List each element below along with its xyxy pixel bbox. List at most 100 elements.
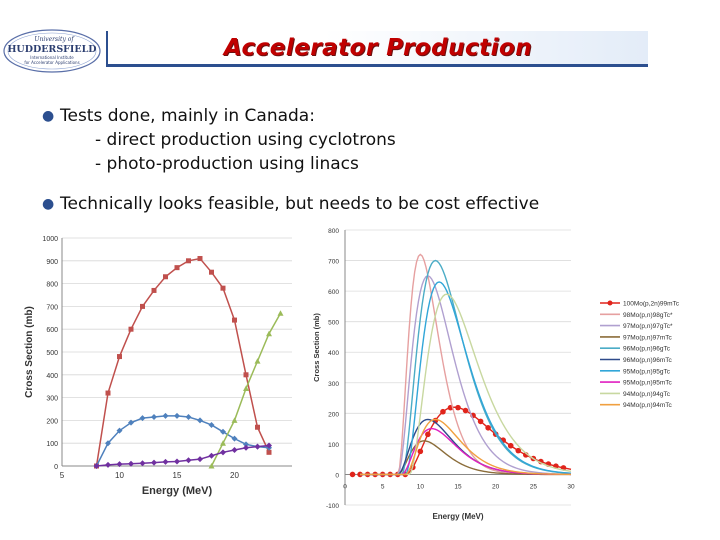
series-line bbox=[95, 415, 270, 467]
data-point bbox=[485, 425, 491, 431]
sub-bullet: - photo-production using linacs bbox=[95, 154, 359, 174]
bullet-item: ● Technically looks feasible, but needs … bbox=[40, 192, 700, 216]
bullet-text: Tests done, mainly in Canada: bbox=[60, 106, 315, 126]
y-tick-label: -100 bbox=[326, 503, 339, 510]
bullet-dot-icon: ● bbox=[42, 196, 55, 212]
data-point bbox=[349, 471, 356, 478]
y-tick-label: 500 bbox=[46, 350, 58, 357]
legend-entry: 96Mo(p,n)96gTc bbox=[600, 346, 671, 353]
data-point bbox=[209, 269, 214, 275]
series-7 bbox=[360, 427, 572, 476]
data-point bbox=[185, 413, 192, 420]
legend-label: 97Mo(p,n)97gTc* bbox=[623, 323, 673, 330]
y-tick-label: 800 bbox=[328, 228, 339, 235]
data-point bbox=[197, 417, 203, 424]
data-point bbox=[139, 460, 146, 467]
series-3 bbox=[93, 442, 272, 469]
legend-label: 96Mo(p,n)96mTc bbox=[623, 357, 673, 364]
y-tick-label: 600 bbox=[328, 289, 339, 296]
y-tick-label: 0 bbox=[335, 472, 339, 479]
y-tick-label: 400 bbox=[46, 373, 58, 380]
y-axis-label: Cross Section (mb) bbox=[24, 306, 35, 398]
data-point bbox=[417, 448, 424, 455]
legend-label: 98Mo(p,n)98gTc* bbox=[623, 312, 673, 319]
y-tick-label: 400 bbox=[328, 350, 339, 357]
y-tick-label: 700 bbox=[328, 259, 339, 266]
logo-line4: for Accelerator Applications bbox=[24, 60, 79, 65]
data-point bbox=[243, 372, 249, 378]
legend-label: 94Mo(p,n)94gTc bbox=[623, 391, 671, 398]
data-point bbox=[105, 440, 111, 447]
data-point bbox=[243, 441, 249, 448]
data-point bbox=[105, 390, 111, 396]
series-9 bbox=[360, 418, 572, 476]
x-axis-label: Energy (MeV) bbox=[142, 485, 213, 497]
data-point bbox=[440, 408, 446, 415]
data-point bbox=[151, 287, 157, 293]
legend-label: 95Mo(p,n)95gTc bbox=[623, 368, 671, 375]
y-tick-label: 800 bbox=[46, 282, 58, 289]
legend-entry: 100Mo(p,2n)99mTc bbox=[600, 300, 680, 308]
series-4 bbox=[360, 259, 572, 476]
x-tick-label: 5 bbox=[381, 483, 385, 490]
data-point bbox=[220, 428, 226, 435]
x-tick-label: 20 bbox=[492, 483, 500, 490]
legend-entry: 97Mo(p,n)97gTc* bbox=[600, 323, 673, 330]
y-tick-label: 500 bbox=[328, 320, 339, 327]
data-point bbox=[266, 330, 272, 337]
data-point bbox=[231, 435, 238, 442]
sub-bullet: - direct production using cyclotrons bbox=[95, 130, 396, 150]
data-point bbox=[163, 274, 168, 280]
x-tick-label: 30 bbox=[567, 483, 575, 490]
data-point bbox=[277, 310, 284, 316]
series-line bbox=[95, 257, 270, 467]
series-line bbox=[360, 259, 572, 476]
bullet-item: ● Tests done, mainly in Canada: bbox=[40, 104, 700, 128]
legend-entry: 94Mo(p,n)94mTc bbox=[600, 402, 673, 409]
chart-cross-section-left: 0 100 200 300 400 500 600 700 800 900 1000 5 10 15 20 E… bbox=[24, 236, 292, 497]
x-tick-label: 15 bbox=[173, 471, 182, 480]
data-point bbox=[186, 258, 191, 264]
data-point bbox=[254, 443, 261, 450]
data-point bbox=[515, 447, 522, 454]
legend-label: 97Mo(p,n)97mTc bbox=[623, 334, 673, 341]
y-tick-label: 900 bbox=[46, 259, 58, 266]
x-tick-label: 10 bbox=[115, 471, 124, 480]
data-point bbox=[128, 460, 134, 467]
data-point bbox=[220, 285, 226, 291]
data-point bbox=[93, 463, 100, 469]
grid-lines bbox=[345, 229, 571, 506]
legend-entry: 97Mo(p,n)97mTc bbox=[600, 334, 673, 341]
series-line bbox=[360, 406, 572, 476]
data-point bbox=[255, 424, 260, 430]
data-point bbox=[197, 256, 203, 262]
y-tick-label: 100 bbox=[328, 442, 339, 449]
logo-line3: International Institute bbox=[30, 55, 74, 60]
series-line bbox=[360, 427, 572, 476]
data-point bbox=[425, 431, 431, 438]
legend: 100Mo(p,2n)99mTc 98Mo(p,n)98gTc* 97Mo(p,n)… bbox=[600, 300, 680, 409]
data-point bbox=[185, 457, 192, 464]
chart-cross-section-right: -100010020030040050060070080005101520253… bbox=[312, 228, 680, 521]
data-point bbox=[116, 461, 123, 468]
series-0 bbox=[94, 256, 272, 469]
data-point bbox=[462, 407, 469, 414]
data-point bbox=[232, 317, 237, 323]
logo-line1: University of bbox=[34, 36, 75, 43]
bullet-dot-icon: ● bbox=[42, 108, 55, 124]
data-point bbox=[139, 415, 146, 422]
data-point bbox=[231, 417, 238, 423]
x-tick-label: 25 bbox=[530, 483, 538, 490]
data-point bbox=[151, 413, 157, 420]
x-tick-label: 15 bbox=[454, 483, 462, 490]
x-tick-label: 10 bbox=[417, 483, 425, 490]
grid-lines bbox=[62, 237, 292, 467]
data-point bbox=[507, 442, 514, 449]
bullet-list: ● Tests done, mainly in Canada: - direct… bbox=[40, 104, 700, 216]
legend-entry: 96Mo(p,n)96mTc bbox=[600, 357, 673, 364]
x-tick-label: 5 bbox=[60, 471, 65, 480]
data-point bbox=[220, 440, 226, 446]
data-point bbox=[254, 358, 261, 364]
series-line bbox=[96, 444, 270, 467]
data-point bbox=[266, 442, 272, 449]
